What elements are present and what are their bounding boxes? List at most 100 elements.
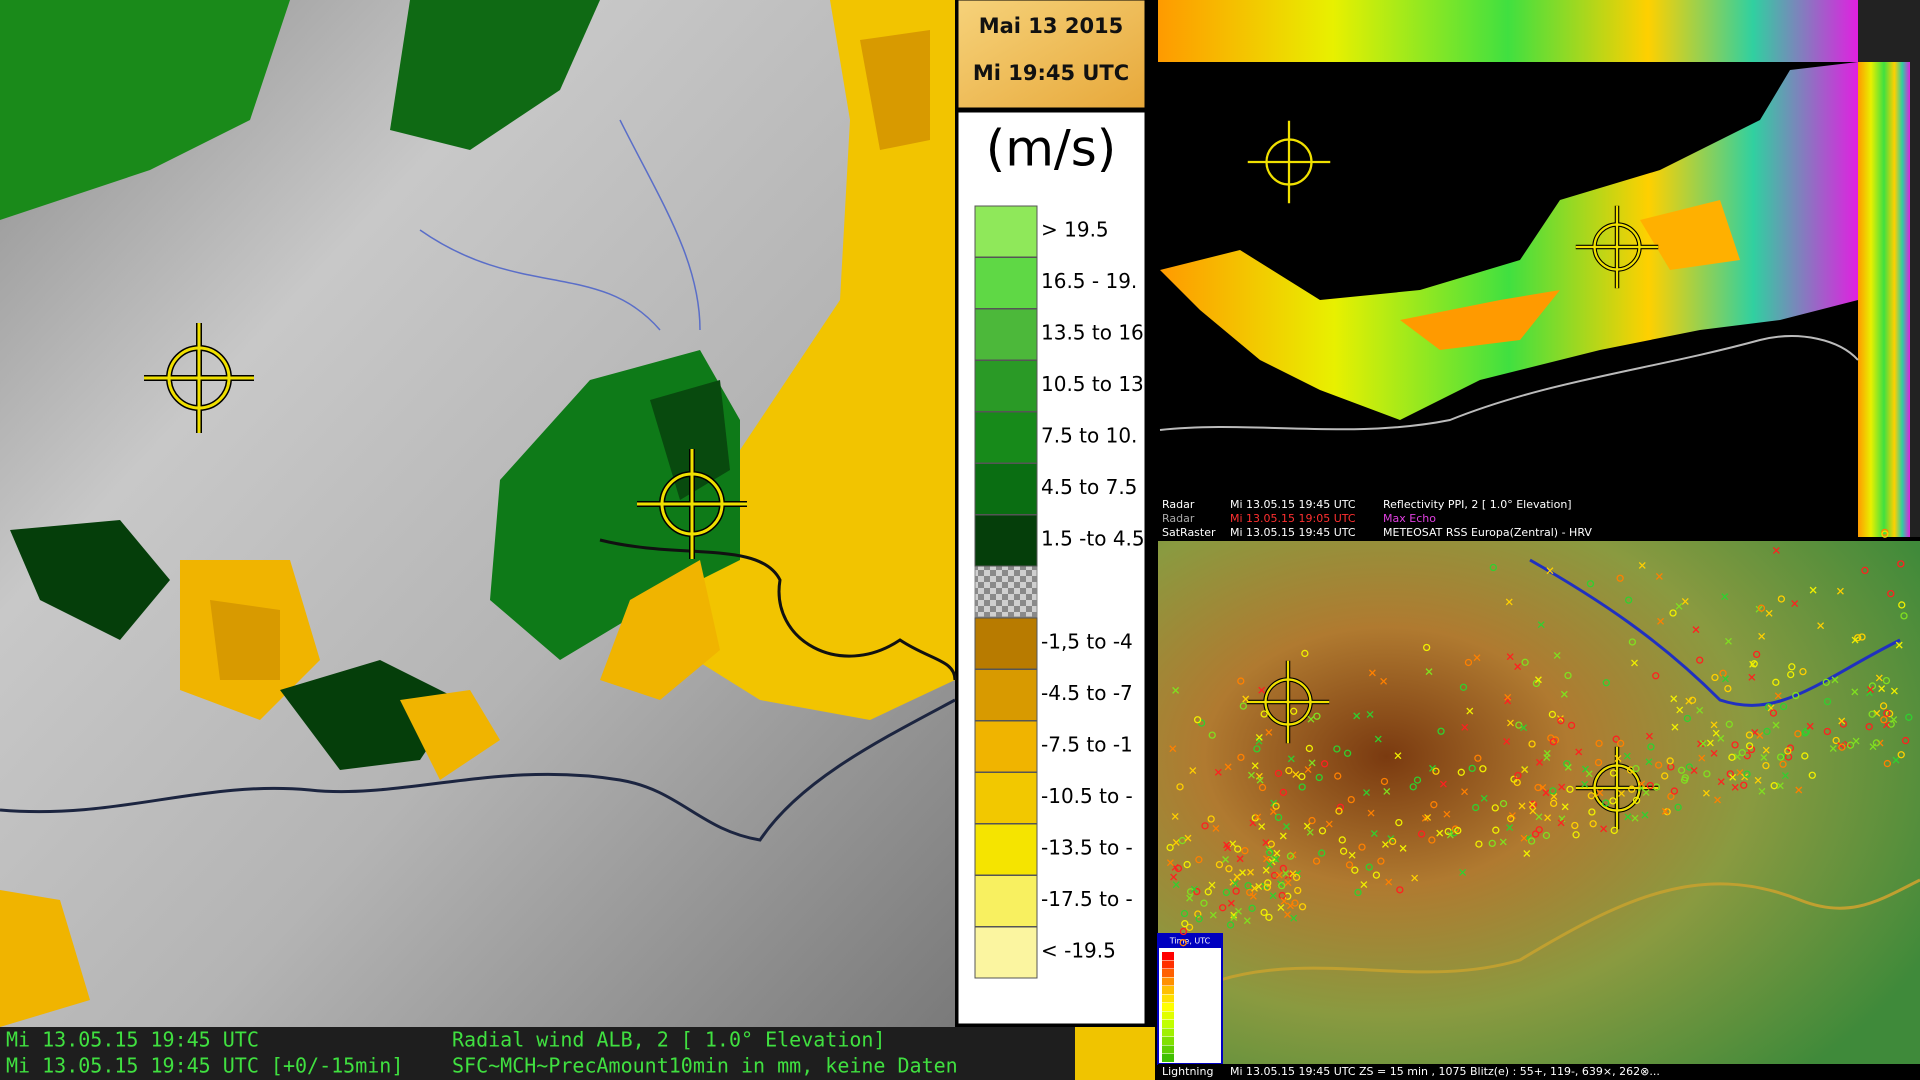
stroke-mark <box>1521 658 1529 666</box>
stroke-mark <box>1475 840 1483 848</box>
stroke-mark <box>1506 824 1514 832</box>
stroke-mark <box>1439 780 1447 788</box>
stroke-mark <box>1489 563 1497 572</box>
legend-label: 13.5 to 16 <box>1041 321 1144 345</box>
legend-swatch <box>974 772 1038 824</box>
stroke-mark <box>1353 712 1361 720</box>
time-swatch <box>1162 1003 1174 1011</box>
legend-swatch <box>974 617 1038 670</box>
stroke-mark <box>1588 808 1596 816</box>
stroke-mark <box>1898 601 1906 609</box>
stroke-mark <box>1396 886 1404 894</box>
stroke-mark <box>1726 770 1734 778</box>
time-swatch <box>1162 1028 1174 1037</box>
stroke-mark <box>1836 587 1844 595</box>
stroke-mark <box>1226 921 1235 929</box>
info-time: Mi 13.05.15 19:45 UTC <box>1230 498 1356 511</box>
stroke-mark <box>1680 776 1689 784</box>
stroke-mark <box>1301 649 1309 658</box>
stroke-mark <box>1446 831 1454 839</box>
stroke-mark <box>1244 882 1252 890</box>
header-time: Mi 19:45 UTC <box>973 61 1129 85</box>
stroke-mark <box>1539 783 1547 791</box>
stroke-mark <box>1176 783 1184 791</box>
stroke-mark <box>1596 789 1604 797</box>
stroke-mark <box>1166 859 1174 867</box>
stroke-mark <box>1832 736 1840 745</box>
lightning-info: Mi 13.05.15 19:45 UTC ZS = 15 min , 1075… <box>1230 1065 1660 1078</box>
stroke-mark <box>1298 783 1306 791</box>
stroke-mark <box>1772 546 1780 554</box>
stroke-mark <box>1454 826 1462 835</box>
stroke-mark <box>1246 888 1254 897</box>
stroke-mark <box>1193 887 1201 896</box>
legend-label: 10.5 to 13 <box>1041 372 1144 396</box>
stroke-mark <box>1618 789 1625 797</box>
stroke-mark <box>1594 758 1603 767</box>
stroke-mark <box>1560 690 1568 698</box>
stroke-mark <box>1731 741 1739 749</box>
stroke-mark <box>1645 758 1653 766</box>
stroke-mark <box>1628 785 1636 793</box>
stroke-mark <box>1669 609 1677 617</box>
time-swatch <box>1162 994 1174 1003</box>
stroke-mark <box>1308 759 1316 767</box>
legend-label: 16.5 - 19. <box>1041 269 1137 293</box>
stroke-mark <box>1383 787 1391 795</box>
stroke-mark <box>1284 879 1292 887</box>
stroke-mark <box>1270 871 1279 880</box>
stroke-mark <box>1424 813 1432 821</box>
stroke-mark <box>1253 745 1261 753</box>
stroke-mark <box>1527 837 1536 845</box>
stroke-mark <box>1561 803 1569 811</box>
stroke-mark <box>1258 823 1266 831</box>
legend-label: 4.5 to 7.5 <box>1041 475 1137 499</box>
stroke-mark <box>1428 836 1436 844</box>
stroke-mark <box>1795 786 1803 794</box>
stroke-mark <box>1518 802 1526 810</box>
stroke-mark <box>1549 799 1558 808</box>
stroke-mark <box>1209 911 1217 919</box>
stroke-mark <box>1284 911 1291 919</box>
legend-unit: (m/s) <box>986 120 1117 178</box>
stroke-mark <box>1585 770 1593 778</box>
stroke-mark <box>1706 739 1714 747</box>
stroke-mark <box>1208 881 1216 889</box>
stroke-mark <box>1745 731 1754 739</box>
stroke-mark <box>1169 745 1177 753</box>
stroke-mark <box>1657 617 1664 625</box>
stroke-mark <box>1542 831 1551 840</box>
stroke-mark <box>1883 759 1892 768</box>
stroke-mark <box>1201 822 1209 830</box>
stroke-mark <box>1272 855 1280 863</box>
legend-swatch <box>974 875 1038 927</box>
stroke-mark <box>1717 778 1725 786</box>
stroke-mark <box>1239 702 1247 710</box>
stroke-mark <box>1389 837 1397 846</box>
stroke-mark <box>1879 702 1888 710</box>
stroke-mark <box>1638 780 1646 788</box>
stroke-mark <box>1472 803 1480 812</box>
stroke-mark <box>1266 848 1274 857</box>
stroke-mark <box>1315 773 1323 782</box>
stroke-mark <box>1443 810 1451 818</box>
time-swatch <box>1162 1011 1174 1020</box>
stroke-mark <box>1671 723 1679 731</box>
stroke-mark <box>1617 739 1625 748</box>
stroke-mark <box>1897 560 1905 568</box>
legend-label: > 19.5 <box>1041 218 1109 242</box>
stroke-mark <box>1459 683 1468 691</box>
stroke-mark <box>1846 741 1855 749</box>
stroke-mark <box>1535 813 1543 821</box>
stroke-mark <box>1550 793 1558 801</box>
stroke-mark <box>1184 834 1192 842</box>
legend-swatch <box>974 308 1038 361</box>
stroke-mark <box>1193 716 1202 724</box>
stroke-mark <box>1461 723 1469 731</box>
time-swatch <box>1162 977 1174 986</box>
date-header: Mai 13 2015 Mi 19:45 UTC <box>957 0 1146 109</box>
stroke-mark <box>1642 789 1650 797</box>
stroke-mark <box>1905 713 1913 721</box>
stroke-mark <box>1610 826 1618 835</box>
stroke-mark <box>1652 672 1660 680</box>
